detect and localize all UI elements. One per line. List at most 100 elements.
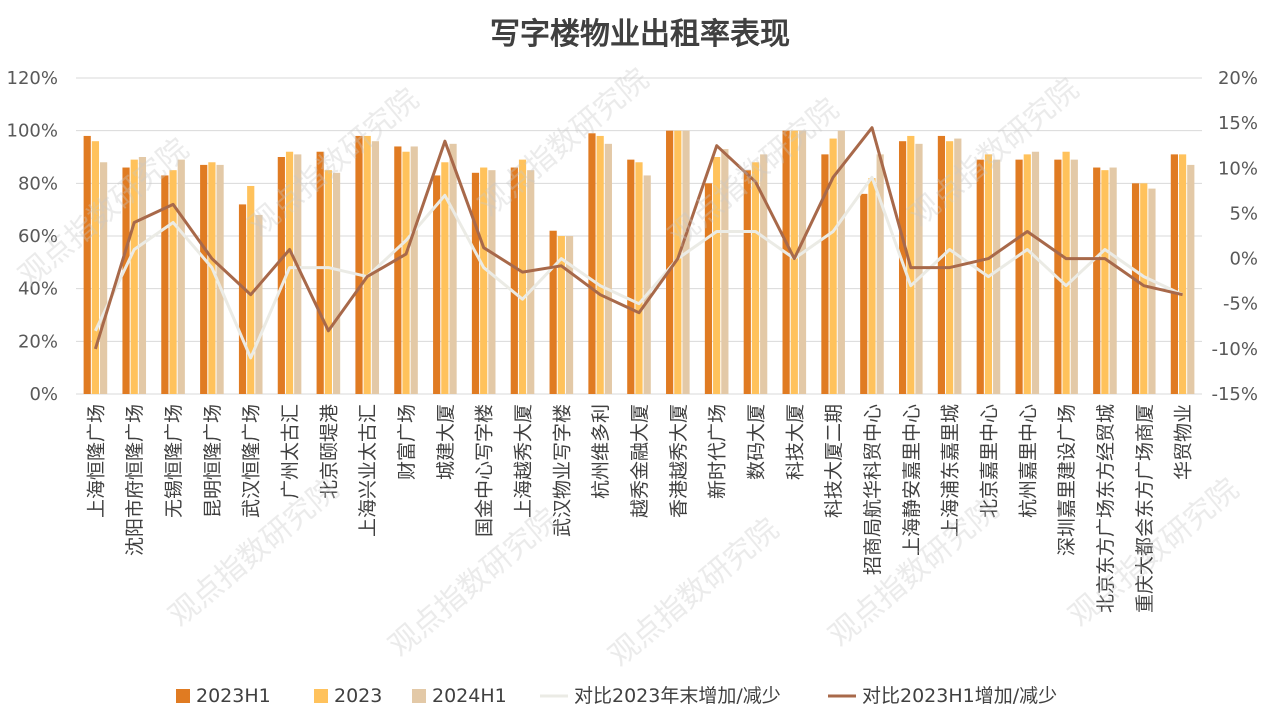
- bar-2023H1: [122, 167, 130, 394]
- category-label: 无锡恒隆广场: [163, 404, 185, 518]
- legend: 2023H1 2023 2024H1 对比2023年末增加/减少 对比2023H1增加/…: [176, 685, 1057, 707]
- bar-2023H1: [937, 135, 946, 394]
- bar-2023H1: [355, 135, 363, 394]
- bar-2024H1: [332, 172, 341, 394]
- bar-2023H1: [510, 167, 518, 394]
- bar-2023: [713, 157, 721, 394]
- bar-2024H1: [410, 146, 418, 394]
- bar-2024H1: [488, 170, 496, 394]
- bar-2024H1: [527, 170, 535, 394]
- left-axis-ticks: 0% 20% 40% 60% 80% 100% 120%: [7, 68, 58, 405]
- category-label: 科技大厦: [784, 404, 806, 480]
- bar-2024H1: [449, 143, 457, 394]
- right-tick-label: 20%: [1218, 68, 1258, 89]
- left-tick-label: 60%: [18, 226, 58, 247]
- bar-2024H1: [255, 214, 263, 394]
- bar-2024H1: [1187, 164, 1195, 394]
- bar-2023: [1178, 154, 1187, 394]
- bar-2023H1: [588, 133, 596, 395]
- legend-label: 2024H1: [432, 685, 507, 707]
- bar-2023: [790, 130, 798, 394]
- category-label: 华贸物业: [1173, 404, 1195, 480]
- category-label: 国金中心写字楼: [474, 404, 496, 537]
- bar-2023: [1140, 183, 1148, 394]
- bar-2023: [1062, 151, 1070, 394]
- bar-2024H1: [643, 175, 651, 394]
- bar-2024H1: [294, 154, 302, 394]
- bar-2023: [480, 167, 488, 394]
- right-tick-label: 5%: [1229, 203, 1258, 224]
- bar-2023: [285, 151, 294, 394]
- bar-2024H1: [216, 164, 224, 394]
- line-对比2023H1增加/减少: [93, 126, 1183, 350]
- category-labels: 上海恒隆广场 沈阳市府恒隆广场 无锡恒隆广场 昆明恒隆广场 武汉恒隆广场 广州太古汇 北京颐…: [85, 404, 1194, 613]
- bar-2023H1: [277, 157, 285, 394]
- category-label: 城建大厦: [435, 404, 457, 480]
- bar-2023: [674, 130, 682, 394]
- bar-2023H1: [238, 204, 247, 394]
- category-label: 新时代广场: [707, 404, 729, 499]
- category-label: 杭州嘉里中心: [1017, 404, 1039, 518]
- bar-2024H1: [100, 162, 108, 394]
- left-tick-label: 120%: [7, 68, 58, 89]
- category-label: 北京东方广场东方经贸城: [1095, 404, 1117, 613]
- category-label: 北京颐堤港: [318, 404, 340, 499]
- lines: [93, 126, 1184, 360]
- bar-2024H1: [876, 154, 884, 394]
- right-tick-label: -10%: [1211, 339, 1258, 360]
- bar-2024H1: [760, 154, 768, 394]
- category-label: 昆明恒隆广场: [202, 404, 224, 518]
- bar-2023: [324, 170, 332, 394]
- category-label: 上海浦东嘉里城: [940, 404, 962, 537]
- chart-title: 写字楼物业出租率表现: [490, 17, 790, 52]
- category-label: 上海越秀大厦: [513, 404, 535, 518]
- legend-swatch: [176, 689, 190, 703]
- bar-2023: [1023, 154, 1031, 394]
- left-tick-label: 100%: [7, 121, 58, 142]
- legend-label: 2023H1: [196, 685, 271, 707]
- legend-label: 对比2023年末增加/减少: [574, 685, 781, 707]
- bar-2023H1: [976, 159, 984, 394]
- bar-2023H1: [471, 172, 480, 394]
- legend-swatch: [412, 689, 426, 703]
- category-label: 北京嘉里中心: [978, 404, 1000, 518]
- right-tick-label: -15%: [1211, 384, 1258, 405]
- category-label: 财富广场: [396, 404, 418, 480]
- category-label: 广州太古汇: [280, 404, 302, 499]
- bar-2023H1: [549, 230, 557, 394]
- bar-2023H1: [1015, 159, 1023, 394]
- left-tick-label: 20%: [18, 331, 58, 352]
- right-axis-ticks: -15% -10% -5% 0% 5% 10% 15% 20%: [1211, 68, 1258, 405]
- bar-2024H1: [1148, 188, 1156, 394]
- bar-2023: [751, 162, 760, 394]
- category-label: 武汉物业写字楼: [551, 404, 573, 537]
- bar-2023: [247, 185, 255, 394]
- left-tick-label: 0%: [29, 384, 58, 405]
- bar-2023H1: [1131, 183, 1140, 394]
- bar-2023H1: [1170, 154, 1178, 394]
- bar-2023H1: [704, 183, 713, 394]
- bar-2023: [208, 162, 216, 394]
- category-label: 重庆大都会东方广场商厦: [1134, 404, 1156, 613]
- bar-2023: [868, 178, 876, 394]
- bar-2023H1: [860, 193, 868, 394]
- category-label: 深圳嘉里建设广场: [1056, 404, 1078, 556]
- category-label: 杭州维多利: [590, 404, 612, 499]
- bar-2023: [130, 159, 138, 394]
- category-label: 武汉恒隆广场: [241, 404, 263, 518]
- left-tick-label: 40%: [18, 279, 58, 300]
- bar-2023: [363, 135, 371, 394]
- bar-2023: [596, 135, 604, 394]
- watermark-text: 观点指数研究院: [602, 512, 785, 674]
- category-label: 数码大厦: [746, 404, 768, 480]
- bar-2023H1: [433, 175, 441, 394]
- bar-2023H1: [666, 130, 674, 394]
- bar-2023H1: [161, 175, 169, 394]
- legend-label: 2023: [334, 685, 382, 707]
- bar-2023H1: [782, 130, 790, 394]
- category-label: 越秀金融大厦: [629, 404, 651, 518]
- bar-2023: [402, 151, 410, 394]
- bar-2023: [169, 170, 177, 394]
